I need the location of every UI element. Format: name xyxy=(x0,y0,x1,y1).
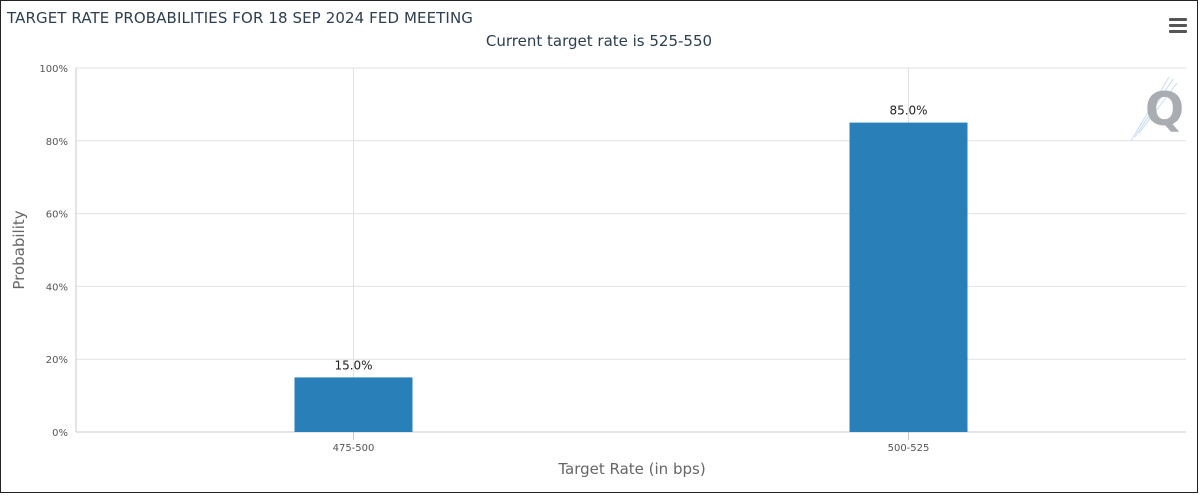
data-label: 85.0% xyxy=(889,104,927,118)
y-tick-label: 0% xyxy=(52,428,68,439)
svg-text:Q: Q xyxy=(1145,82,1183,136)
y-tick-label: 40% xyxy=(46,282,68,293)
bar-475-500 xyxy=(294,377,413,432)
y-tick-label: 100% xyxy=(39,64,68,75)
y-tick-label: 20% xyxy=(46,355,68,366)
x-tick-label: 500-525 xyxy=(888,443,930,454)
data-label: 15.0% xyxy=(334,358,372,372)
q-logo-icon: Q xyxy=(1130,76,1183,142)
x-tick-label: 475-500 xyxy=(333,443,375,454)
y-tick-label: 80% xyxy=(46,137,68,148)
y-axis-title: Probability xyxy=(10,210,28,289)
chart-title: TARGET RATE PROBABILITIES FOR 18 SEP 202… xyxy=(7,9,473,27)
bar-500-525 xyxy=(849,122,968,432)
hamburger-menu-icon[interactable] xyxy=(1169,18,1187,34)
chart-subtitle: Current target rate is 525-550 xyxy=(485,32,713,50)
y-tick-label: 60% xyxy=(46,210,68,221)
x-axis-title: Target Rate (in bps) xyxy=(557,460,705,478)
